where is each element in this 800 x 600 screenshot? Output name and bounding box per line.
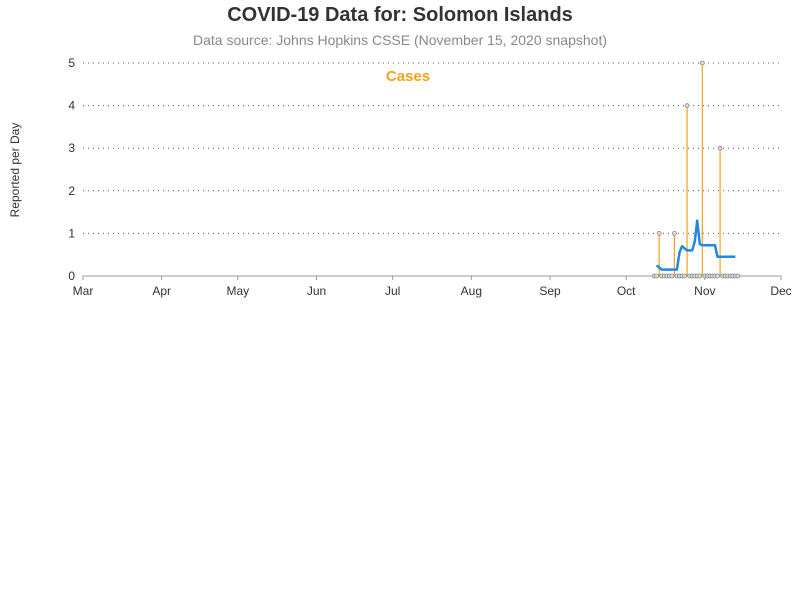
case-marker [669, 273, 675, 279]
moving-average-line [655, 219, 736, 271]
y-tick-label: 5 [68, 56, 75, 70]
x-tick-label: Oct [617, 284, 636, 298]
case-marker [735, 273, 741, 279]
case-marker [699, 60, 705, 66]
y-tick-label: 1 [68, 226, 75, 240]
y-tick-labels: 0 1 2 3 4 5 [68, 56, 75, 283]
y-axis-label: Reported per Day [8, 123, 22, 218]
case-marker [654, 273, 660, 279]
moving-average-path [655, 219, 736, 271]
y-tick-label: 0 [68, 269, 75, 283]
x-tick-label: Sep [539, 284, 561, 298]
y-tick-label: 3 [68, 141, 75, 155]
x-tick-label: Apr [152, 284, 171, 298]
case-marker [715, 273, 720, 279]
case-marker [697, 273, 703, 279]
y-tick-label: 4 [68, 99, 75, 113]
x-tick-label: Nov [694, 284, 715, 298]
grid-lines [83, 62, 781, 234]
series-label-cases: Cases [386, 68, 430, 85]
case-marker [671, 230, 677, 236]
case-marker [684, 103, 690, 108]
case-marker [717, 145, 723, 151]
x-tick-label: Jul [385, 284, 400, 298]
x-tick-label: May [226, 284, 249, 298]
y-tick-label: 2 [68, 184, 75, 198]
x-tick-label: Mar [73, 284, 94, 298]
chart-subtitle: Data source: Johns Hopkins CSSE (Novembe… [193, 32, 607, 48]
x-tick-labels: Mar Apr May Jun Jul Aug Sep Oct Nov Dec [73, 284, 792, 298]
case-markers [651, 60, 741, 279]
case-marker [656, 230, 662, 236]
chart-title: COVID-19 Data for: Solomon Islands [227, 4, 573, 26]
x-tick-label: Dec [770, 284, 791, 298]
case-marker [682, 273, 687, 279]
x-tick-label: Aug [461, 284, 482, 298]
x-tick-label: Jun [307, 284, 326, 298]
